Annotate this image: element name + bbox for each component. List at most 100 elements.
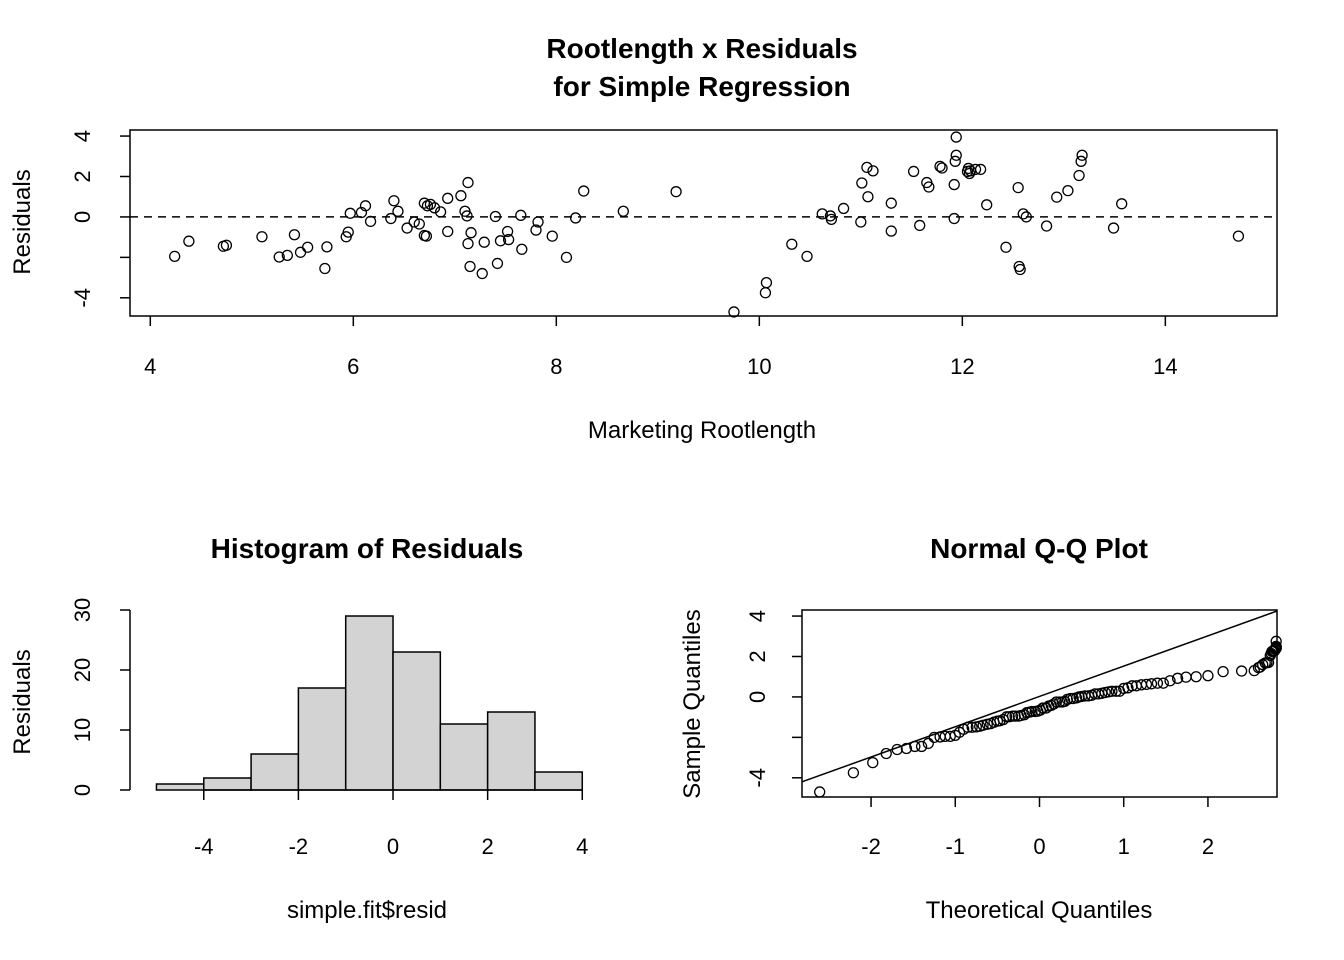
qq-point: [867, 756, 879, 769]
scatter-point: [949, 155, 961, 167]
scatter-x-tick-label: 12: [950, 354, 974, 379]
scatter-point: [418, 197, 431, 209]
scatter-point: [515, 209, 527, 221]
scatter-point: [837, 202, 850, 215]
scatter-x-axis-label: Marketing Rootlength: [588, 417, 816, 444]
scatter-point: [816, 208, 828, 220]
scatter-point: [462, 237, 474, 250]
scatter-point: [424, 198, 437, 211]
qq-point: [880, 747, 892, 760]
qq-point: [909, 740, 921, 753]
qq-point: [1110, 685, 1122, 697]
scatter-point: [434, 206, 447, 218]
qq-panel: Normal Q-Q Plot Theoretical Quantiles Sa…: [679, 533, 1282, 924]
histogram-bar: [392, 651, 442, 791]
qq-point: [962, 721, 974, 733]
qq-point: [1157, 677, 1169, 689]
scatter-point: [569, 212, 582, 224]
qq-x-axis-label: Theoretical Quantiles: [926, 897, 1153, 924]
scatter-point: [936, 162, 948, 174]
qq-point: [966, 721, 978, 733]
scatter-point: [981, 199, 993, 211]
qq-point: [977, 719, 989, 731]
scatter-point: [760, 276, 773, 289]
scatter-x-tick-label: 14: [1153, 354, 1177, 379]
scatter-y-tick-label: -4: [70, 288, 95, 308]
scatter-point: [786, 238, 798, 250]
qq-x-tick-label: 1: [1118, 834, 1130, 859]
histogram-bar: [344, 615, 394, 791]
scatter-point: [948, 212, 960, 225]
scatter-y-tick-label: 4: [70, 130, 95, 142]
scatter-point: [342, 226, 354, 238]
scatter-point: [914, 219, 926, 232]
scatter-point: [465, 227, 477, 239]
qq-point: [1118, 682, 1130, 695]
qq-point: [900, 742, 913, 755]
histogram-panel: Histogram of Residuals simple.fit$resid …: [9, 533, 588, 924]
scatter-point: [494, 235, 507, 247]
scatter-point: [478, 236, 490, 248]
qq-plot-frame: [801, 609, 1278, 798]
histogram-x-tick-label: 0: [387, 834, 399, 859]
histogram-x-tick-label: 4: [576, 834, 588, 859]
scatter-x-tick-label: 8: [550, 354, 562, 379]
scatter-y-tick-label: 0: [70, 211, 95, 223]
scatter-point: [862, 191, 874, 203]
scatter-point: [464, 260, 476, 273]
scatter-x-tick-label: 4: [144, 354, 156, 379]
scatter-point: [491, 257, 504, 270]
scatter-point: [1051, 191, 1063, 203]
scatter-point: [1062, 185, 1074, 197]
scatter-point: [420, 230, 433, 242]
scatter-point: [359, 200, 372, 212]
qq-point: [1050, 696, 1062, 708]
histogram-bar: [534, 771, 584, 791]
qq-point: [1217, 666, 1229, 678]
scatter-point: [855, 216, 867, 228]
qq-point: [1037, 702, 1049, 714]
scatter-title-line-1: Rootlength x Residuals: [546, 33, 857, 64]
scatter-point: [321, 241, 333, 253]
scatter-point: [502, 233, 515, 246]
histogram-x-tick-label: 2: [482, 834, 494, 859]
scatter-point: [256, 231, 268, 243]
scatter-point: [401, 222, 413, 234]
histogram-x-axis-label: simple.fit$resid: [287, 897, 447, 924]
qq-reference-line: [801, 610, 1278, 783]
scatter-point: [867, 165, 879, 177]
scatter-panel: Rootlength x Residuals for Simple Regres…: [9, 33, 1278, 444]
scatter-point: [344, 207, 356, 219]
scatter-point: [388, 195, 400, 207]
scatter-point: [489, 210, 502, 223]
scatter-point: [364, 215, 377, 228]
scatter-point: [907, 165, 920, 178]
scatter-point: [1107, 222, 1120, 234]
scatter-point: [923, 181, 935, 193]
scatter-point: [1116, 198, 1128, 210]
histogram-title: Histogram of Residuals: [211, 533, 524, 564]
scatter-point: [461, 210, 473, 222]
qq-y-axis-label: Sample Quantiles: [679, 609, 706, 798]
scatter-point: [1020, 211, 1032, 223]
scatter-point: [1000, 241, 1012, 253]
scatter-point: [617, 205, 629, 217]
scatter-point: [428, 202, 441, 214]
scatter-point: [1017, 208, 1029, 220]
scatter-point: [281, 249, 293, 261]
scatter-point: [288, 229, 301, 241]
scatter-point: [546, 230, 558, 242]
scatter-point: [825, 213, 838, 226]
qq-point: [1270, 640, 1282, 653]
histogram-x-tick-label: -4: [194, 834, 214, 859]
qq-point: [928, 731, 940, 744]
scatter-point: [950, 131, 962, 143]
scatter-y-axis-label: Residuals: [9, 169, 36, 274]
qq-y-tick-label: 2: [745, 650, 770, 662]
scatter-point: [885, 197, 897, 209]
scatter-point: [462, 176, 474, 189]
qq-point: [1145, 678, 1158, 690]
scatter-point: [516, 243, 528, 255]
scatter-point: [856, 177, 868, 189]
